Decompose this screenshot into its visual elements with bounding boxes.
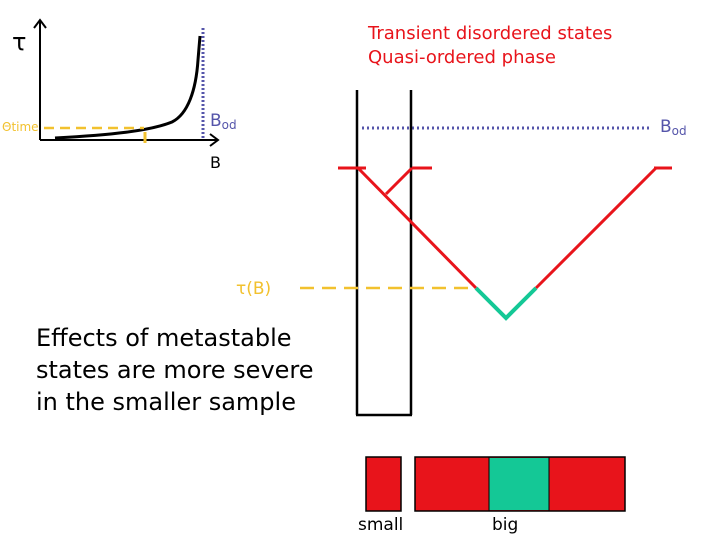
big-sample-ordered-region: [489, 458, 549, 510]
small-sample-label: small: [358, 515, 403, 535]
inset-x-arrowhead: [209, 133, 220, 147]
effects-note-line-1: Effects of metastable: [36, 324, 292, 352]
legend-disordered: Transient disordered states: [368, 23, 613, 44]
inset-plot: τ Θtime B Bod: [2, 18, 237, 172]
effects-note-line-3: in the smaller sample: [36, 388, 296, 416]
tau-label: τ(B): [236, 279, 271, 299]
effects-note: Effects of metastable states are more se…: [36, 322, 314, 418]
inset-y-arrowhead: [33, 18, 47, 29]
inset-time-label: Θtime: [2, 120, 39, 134]
inset-x-axis-label: B: [210, 153, 221, 172]
small-sample-bar: [365, 456, 402, 512]
main-diagram: Bod τ(B): [236, 90, 687, 417]
sample-bars: small big: [358, 456, 626, 535]
small-sample-red-branch: [384, 166, 414, 196]
inset-y-axis-label: τ: [12, 28, 26, 56]
legend-ordered: Quasi-ordered phase: [368, 47, 556, 68]
left-red-branch: [356, 166, 478, 290]
effects-note-line-2: states are more severe: [36, 356, 314, 384]
legend: Transient disordered states Quasi-ordere…: [368, 22, 612, 70]
inset-threshold-label: Bod: [210, 111, 237, 132]
right-red-branch: [534, 166, 658, 290]
big-sample-label: big: [492, 515, 518, 535]
main-threshold-label: Bod: [660, 117, 687, 138]
green-ordered-vertex: [474, 286, 538, 321]
inset-curve: [54, 35, 202, 140]
